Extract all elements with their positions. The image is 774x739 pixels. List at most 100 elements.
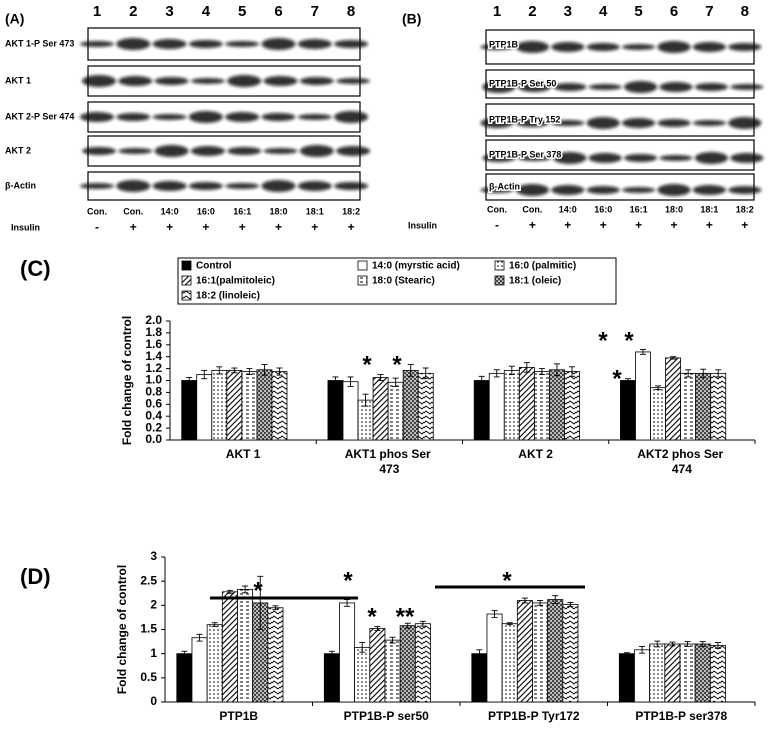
x-tick-label: PTP1B-P ser378 xyxy=(635,709,727,723)
panel-label: (A) xyxy=(5,11,24,27)
error-bar xyxy=(700,368,707,378)
row-label: AKT 1 xyxy=(5,75,31,85)
y-tick-label: 1.5 xyxy=(140,622,157,636)
bar xyxy=(486,613,503,703)
legend-swatch xyxy=(494,260,505,271)
legend-box xyxy=(177,257,617,305)
treatment-label: 18:0 xyxy=(665,204,683,214)
bar xyxy=(211,369,228,441)
error-bar xyxy=(624,378,631,383)
blot-band xyxy=(225,112,260,122)
significance-mark: * xyxy=(502,567,512,594)
error-bar xyxy=(552,595,559,604)
blot-band xyxy=(588,84,622,90)
y-tick-label: 1.2 xyxy=(145,361,162,375)
treatment-label: Con. xyxy=(487,204,507,214)
bar xyxy=(414,623,431,703)
bar xyxy=(518,367,535,441)
treatment-label: 18:1 xyxy=(306,206,324,216)
row-label: AKT 2 xyxy=(5,145,31,155)
insulin-sign: + xyxy=(275,220,282,234)
bar xyxy=(634,649,651,703)
blot-band xyxy=(79,183,115,189)
bar xyxy=(271,371,288,441)
error-bar xyxy=(685,369,692,378)
blot-band xyxy=(586,117,620,129)
error-bar xyxy=(567,601,574,607)
blot-band xyxy=(553,83,587,91)
bar xyxy=(649,643,666,703)
insulin-label: Insulin xyxy=(11,222,40,232)
blot-band xyxy=(261,38,296,50)
error-bar xyxy=(478,375,485,386)
x-tick-label: PTP1B-P ser50 xyxy=(344,709,429,723)
blot-band xyxy=(730,84,764,90)
blot-band xyxy=(728,117,762,129)
row-label: β-Actin xyxy=(489,181,520,191)
blot-band xyxy=(515,184,550,196)
blot-band xyxy=(297,181,332,191)
insulin-sign: + xyxy=(348,220,355,234)
blot-band xyxy=(299,145,334,157)
error-bar xyxy=(553,363,560,377)
error-bar xyxy=(196,633,203,642)
y-tick-label: 1.4 xyxy=(145,349,162,363)
lane-number: 6 xyxy=(670,3,678,20)
error-bar xyxy=(186,377,193,384)
legend-label: Control xyxy=(196,261,232,272)
y-axis-title: Fold change of control xyxy=(120,316,134,445)
error-bar xyxy=(201,369,208,380)
insulin-sign: + xyxy=(670,218,677,232)
blot-band xyxy=(299,77,334,85)
bar xyxy=(471,653,488,703)
bar xyxy=(267,607,284,703)
lane-number: 4 xyxy=(202,3,211,20)
bar xyxy=(694,643,711,703)
error-bar xyxy=(538,368,545,375)
blot-band xyxy=(515,41,550,53)
blot-band xyxy=(225,183,260,189)
blot-band xyxy=(188,111,223,123)
error-bar xyxy=(419,620,426,627)
blot-band xyxy=(154,145,189,157)
blot-band xyxy=(118,76,153,86)
blot-band xyxy=(480,44,514,50)
blot-band xyxy=(152,39,187,49)
legend-label: 18:0 (Stearic) xyxy=(372,276,435,287)
y-tick-label: 3 xyxy=(150,549,157,563)
blot-band xyxy=(621,44,656,50)
blot-band xyxy=(517,155,552,161)
blot-band xyxy=(482,154,516,162)
lane-number: 3 xyxy=(165,3,173,20)
blot-band xyxy=(334,182,369,190)
significance-mark: * xyxy=(612,365,622,392)
x-tick-label: AKT 2 xyxy=(518,447,553,461)
error-bar xyxy=(654,640,661,648)
blot-band xyxy=(621,118,656,128)
bar xyxy=(562,603,579,703)
bar xyxy=(665,357,682,441)
error-bar xyxy=(344,599,351,607)
bar xyxy=(327,380,344,441)
lane-number: 1 xyxy=(93,3,101,20)
insulin-sign: + xyxy=(311,220,318,234)
insulin-sign: + xyxy=(706,218,713,232)
lane-number: 8 xyxy=(347,3,355,20)
y-tick-label: 2.0 xyxy=(145,313,162,327)
bar xyxy=(384,639,401,703)
blot-band xyxy=(116,38,151,50)
treatment-label: Con. xyxy=(87,206,107,216)
blot-band xyxy=(297,114,332,120)
panel-label: (B) xyxy=(402,11,421,27)
insulin-sign: + xyxy=(564,218,571,232)
significance-mark: * xyxy=(598,327,608,354)
blot-band xyxy=(621,187,656,193)
legend-swatch xyxy=(494,275,505,286)
error-bar xyxy=(491,610,498,618)
error-bar xyxy=(670,356,677,360)
blot-band xyxy=(116,180,151,192)
blot-band xyxy=(334,111,369,123)
x-tick-label: AKT 1 xyxy=(226,447,261,461)
error-bar xyxy=(476,649,483,658)
